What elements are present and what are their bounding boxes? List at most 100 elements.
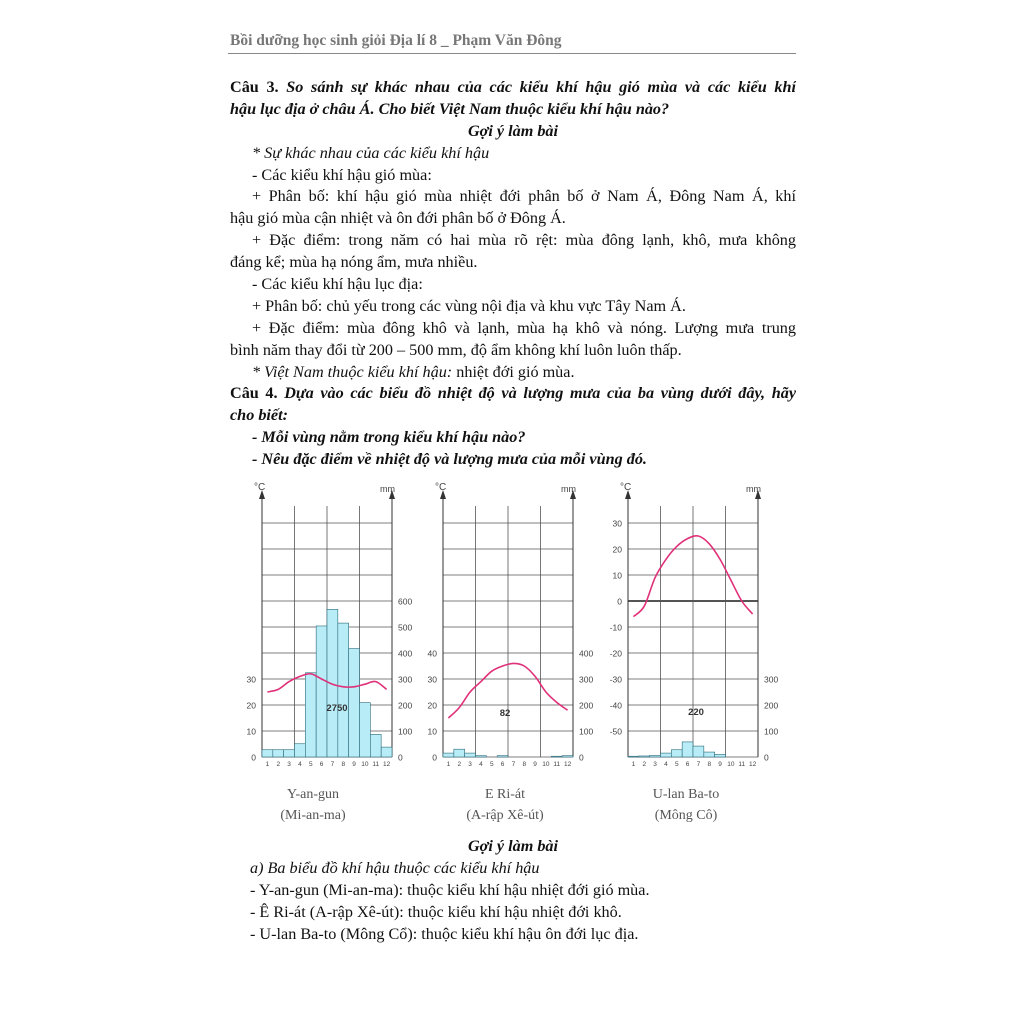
q3-line: - Các kiểu khí hậu lục địa:: [252, 275, 423, 294]
temperature-tick-label: 10: [613, 571, 623, 581]
temperature-tick-label: -50: [610, 727, 623, 737]
month-tick-label: 4: [664, 761, 668, 768]
q3-line: + Phân bố: khí hậu gió mùa nhiệt đới phâ…: [252, 187, 796, 206]
q3-line: + Đặc điểm: trong năm có hai mùa rõ rệt:…: [252, 231, 796, 250]
rainfall-tick-label: 600: [398, 597, 412, 607]
month-tick-label: 4: [298, 761, 302, 768]
annual-rainfall-total: 2750: [326, 703, 347, 714]
month-tick-label: 1: [632, 761, 636, 768]
country-name: (Mi-an-ma): [280, 808, 346, 823]
month-tick-label: 7: [512, 761, 516, 768]
month-tick-label: 5: [490, 761, 494, 768]
rainfall-bar: [359, 702, 371, 758]
rainfall-tick-label: 0: [398, 753, 403, 763]
q3-hint-title: Gợi ý làm bài: [467, 121, 559, 140]
rainfall-tick-label: 500: [398, 623, 412, 633]
month-tick-label: 8: [522, 761, 526, 768]
temperature-tick-label: -30: [610, 675, 623, 685]
rainfall-bar: [638, 755, 650, 758]
month-tick-label: 9: [718, 761, 722, 768]
month-tick-label: 10: [542, 761, 550, 768]
city-name: E Ri-át: [484, 787, 526, 802]
month-tick-label: 2: [276, 761, 280, 768]
rainfall-tick-label: 0: [579, 753, 584, 763]
rainfall-unit: mm: [380, 484, 395, 494]
month-tick-label: 6: [501, 761, 505, 768]
annual-rainfall-total: 220: [688, 707, 704, 718]
axis-arrow-icon: [389, 490, 395, 499]
month-tick-label: 3: [468, 761, 472, 768]
country-name: (A-rập Xê-út): [466, 808, 544, 823]
header-rule: [228, 53, 796, 54]
rainfall-unit: mm: [746, 484, 761, 494]
temperature-tick-label: 30: [247, 675, 257, 685]
q3-line: bình năm thay đổi từ 200 – 500 mm, độ ẩm…: [230, 340, 682, 359]
q3-prompt-line-1: Câu 3. So sánh sự khác nhau của các kiểu…: [230, 77, 796, 99]
rainfall-bar: [337, 622, 349, 758]
rainfall-bar: [294, 743, 306, 758]
temperature-unit: °C: [254, 482, 265, 493]
month-tick-label: 12: [749, 761, 757, 768]
month-tick-label: 12: [383, 761, 391, 768]
q3-line: - Các kiểu khí hậu gió mùa:: [252, 165, 432, 184]
rainfall-bar: [348, 648, 360, 758]
axis-arrow-icon: [440, 490, 446, 499]
month-tick-label: 7: [331, 761, 335, 768]
q3-line: * Sự khác nhau của các kiểu khí hậu: [252, 143, 490, 162]
rainfall-tick-label: 100: [398, 727, 412, 737]
month-tick-label: 8: [341, 761, 345, 768]
month-tick-label: 11: [553, 761, 560, 768]
q4-prompt-line-1: Câu 4. Dựa vào các biểu đồ nhiệt độ và l…: [230, 383, 796, 405]
q4-answer: Gợi ý làm bài a) Ba biểu đồ khí hậu thuộ…: [230, 836, 796, 945]
country-name: (Mông Cô): [654, 808, 718, 823]
rainfall-bar: [496, 755, 509, 758]
q3-line: hậu gió mùa cận nhiệt và ôn đới phân bố …: [230, 209, 566, 228]
month-tick-label: 11: [372, 761, 379, 768]
month-tick-label: 10: [361, 761, 369, 768]
month-tick-label: 9: [352, 761, 356, 768]
month-tick-label: 1: [447, 761, 451, 768]
q4-item: - Mỗi vùng nằm trong kiểu khí hậu nào?: [252, 428, 526, 447]
rainfall-bar: [442, 752, 455, 758]
q3-label: Câu 3.: [230, 78, 279, 96]
rainfall-tick-label: 400: [398, 649, 412, 659]
temperature-tick-label: 0: [251, 753, 256, 763]
rainfall-unit: mm: [561, 484, 576, 494]
q3-line: + Đặc điểm: mùa đông khô và lạnh, mùa hạ…: [252, 318, 796, 337]
rainfall-bar: [464, 752, 476, 758]
temperature-tick-label: 30: [613, 519, 623, 529]
month-tick-label: 3: [653, 761, 657, 768]
month-tick-label: 3: [287, 761, 291, 768]
temperature-tick-label: 20: [428, 701, 438, 711]
month-tick-label: 9: [533, 761, 537, 768]
rainfall-tick-label: 200: [398, 701, 412, 711]
temperature-tick-label: 0: [617, 597, 622, 607]
q3-line: đáng kể; mùa hạ nóng ẩm, mưa nhiều.: [230, 253, 478, 272]
rainfall-tick-label: 200: [764, 701, 778, 711]
axis-arrow-icon: [625, 490, 631, 499]
rainfall-bar: [703, 751, 715, 758]
rainfall-bar: [627, 755, 640, 758]
rainfall-bar: [660, 752, 672, 758]
rainfall-bar: [714, 754, 726, 758]
rainfall-bar: [475, 755, 487, 758]
rainfall-bar: [380, 746, 393, 758]
rainfall-bar: [561, 755, 574, 758]
rainfall-bar: [671, 749, 683, 758]
temperature-tick-label: -10: [610, 623, 623, 633]
q4-answer-line: - U-lan Ba-to (Mông Cổ): thuộc kiểu khí …: [250, 924, 639, 943]
rainfall-bar: [305, 672, 317, 758]
temperature-unit: °C: [620, 482, 631, 493]
temperature-line: [632, 534, 754, 618]
temperature-tick-label: 10: [247, 727, 257, 737]
rainfall-bar: [370, 734, 382, 758]
chart-2-caption: E Ri-át (A-rập Xê-út): [435, 784, 575, 826]
temperature-line: [267, 672, 388, 693]
city-name: Y-an-gun: [286, 787, 340, 802]
temperature-tick-label: 30: [428, 675, 438, 685]
q4-label: Câu 4.: [230, 384, 278, 403]
rainfall-bar: [272, 749, 284, 758]
q3-prompt-text: So sánh sự khác nhau của các kiểu khí hậ…: [286, 78, 796, 96]
q3-line: + Phân bố: chủ yếu trong các vùng nội đị…: [252, 296, 686, 315]
